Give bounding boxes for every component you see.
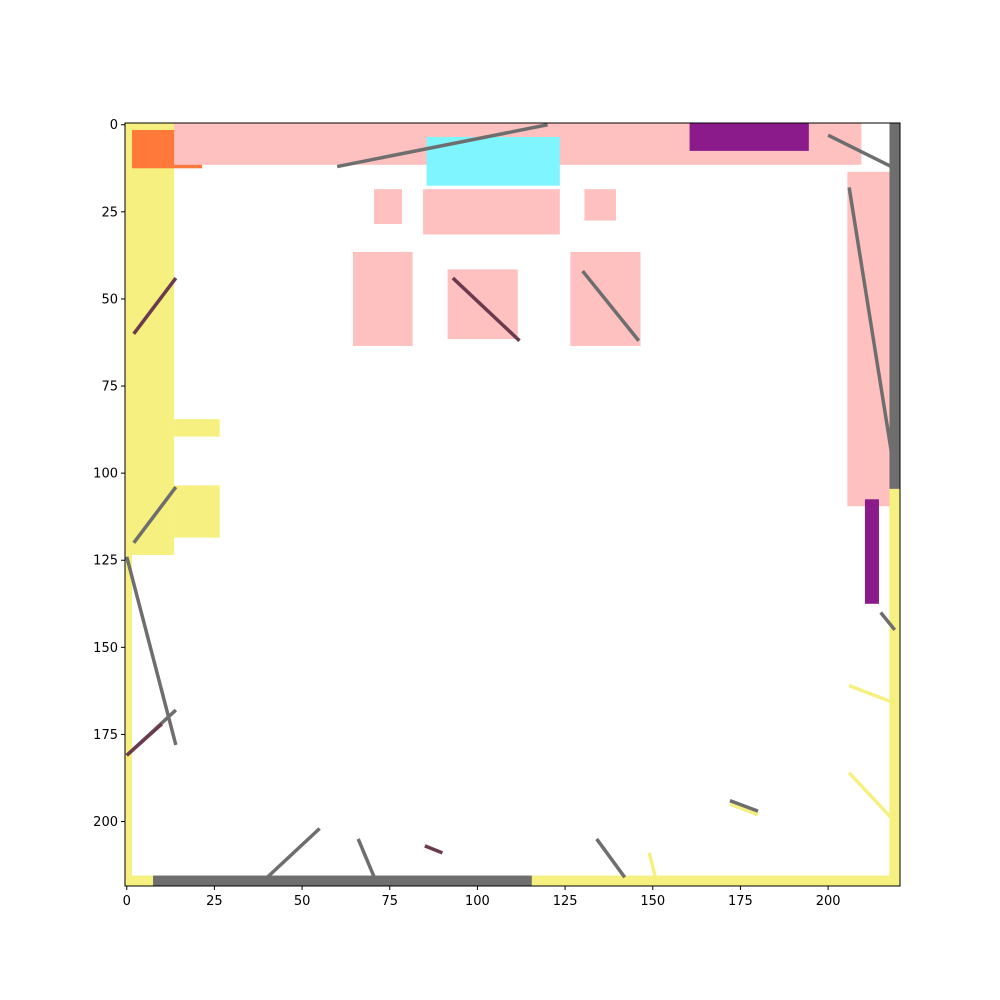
x-tick-label-200: 200 bbox=[816, 894, 841, 909]
heatmap-region-19 bbox=[864, 499, 879, 604]
x-tick-label-75: 75 bbox=[381, 894, 398, 909]
heatmap-streak-17 bbox=[647, 852, 658, 882]
axes-frame bbox=[124, 122, 901, 887]
y-tick-label-0: 0 bbox=[110, 118, 118, 133]
x-tick-label-100: 100 bbox=[465, 894, 490, 909]
heatmap-streak-8 bbox=[451, 276, 521, 343]
heatmap-streak-13 bbox=[847, 771, 897, 823]
heatmap-streak-16 bbox=[729, 799, 759, 813]
x-tick-label-125: 125 bbox=[553, 894, 578, 909]
heatmap-region-8 bbox=[423, 189, 560, 235]
x-tick-label-150: 150 bbox=[640, 894, 665, 909]
y-tick-label-100: 100 bbox=[93, 467, 118, 482]
heatmap-region-13 bbox=[889, 123, 900, 489]
y-tick-label-50: 50 bbox=[101, 292, 118, 307]
x-axis: 0 25 50 75 100 125 150 175 200 bbox=[123, 886, 841, 909]
y-tick-label-75: 75 bbox=[101, 380, 118, 395]
y-tick-label-25: 25 bbox=[101, 205, 118, 220]
heatmap-region-7 bbox=[373, 189, 403, 225]
heatmap-region-9 bbox=[584, 189, 616, 221]
x-tick-label-175: 175 bbox=[728, 894, 753, 909]
heatmap-region-0 bbox=[125, 123, 175, 556]
heatmap-streak-9 bbox=[336, 123, 548, 169]
y-tick-label-175: 175 bbox=[93, 728, 118, 743]
heatmap-streak-7 bbox=[581, 269, 641, 342]
heatmap-streak-3 bbox=[595, 837, 627, 879]
heatmap-streak-12 bbox=[827, 133, 893, 169]
heatmap-streak-15 bbox=[729, 802, 759, 817]
heatmap-streak-4 bbox=[847, 187, 897, 474]
heatmap-streak-6 bbox=[125, 722, 163, 757]
y-tick-label-125: 125 bbox=[93, 554, 118, 569]
image-layer bbox=[125, 123, 900, 886]
heatmap-streak-2 bbox=[356, 838, 378, 882]
heatmap-region-10 bbox=[174, 485, 220, 538]
heatmap-streak-10 bbox=[132, 486, 178, 544]
x-tick-label-25: 25 bbox=[206, 894, 223, 909]
heatmap-streak-18 bbox=[424, 844, 444, 855]
heatmap-streak-1 bbox=[262, 827, 321, 883]
heatmap-region-11 bbox=[174, 419, 220, 437]
heatmap-streak-14 bbox=[848, 684, 896, 705]
x-tick-label-50: 50 bbox=[294, 894, 311, 909]
heatmap-region-15 bbox=[153, 875, 532, 886]
heatmap-streak-11 bbox=[132, 276, 178, 335]
heatmap-region-18 bbox=[689, 123, 809, 151]
y-axis: 0 25 50 75 100 125 150 175 200 bbox=[93, 118, 125, 830]
heatmap-region-12 bbox=[889, 488, 900, 886]
heatmap-region-16 bbox=[125, 555, 133, 886]
heatmap-streak-0 bbox=[125, 556, 178, 746]
x-tick-label-0: 0 bbox=[123, 894, 131, 909]
y-tick-label-150: 150 bbox=[93, 641, 118, 656]
heatmap-region-4 bbox=[352, 251, 413, 346]
y-tick-label-200: 200 bbox=[93, 815, 118, 830]
heatmap-streak-19 bbox=[879, 611, 897, 632]
